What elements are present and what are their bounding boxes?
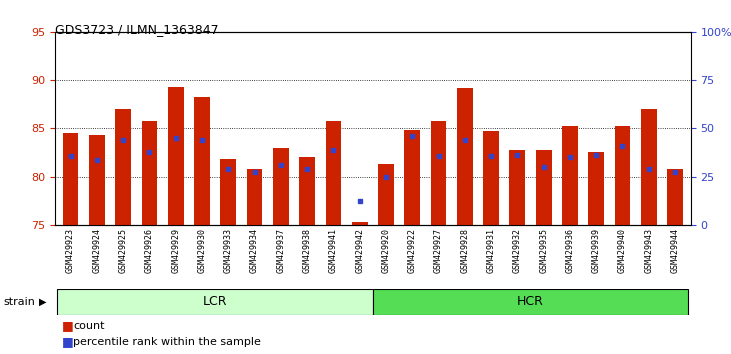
Text: GSM429926: GSM429926 — [145, 228, 154, 273]
Text: GSM429931: GSM429931 — [487, 228, 496, 273]
Bar — [510, 149, 526, 225]
Text: GSM429924: GSM429924 — [92, 228, 102, 273]
Text: percentile rank within the sample: percentile rank within the sample — [73, 337, 261, 347]
Text: GDS3723 / ILMN_1363847: GDS3723 / ILMN_1363847 — [55, 23, 219, 36]
Bar — [58, 289, 373, 315]
Text: HCR: HCR — [517, 295, 544, 308]
Text: ■: ■ — [62, 319, 74, 332]
Text: count: count — [73, 321, 105, 331]
Text: ▶: ▶ — [39, 297, 46, 307]
Text: GSM429933: GSM429933 — [224, 228, 232, 273]
Text: GSM429922: GSM429922 — [408, 228, 417, 273]
Bar — [641, 109, 656, 225]
Text: strain: strain — [4, 297, 36, 307]
Bar — [246, 169, 262, 225]
Bar — [373, 289, 688, 315]
Bar — [536, 149, 551, 225]
Text: LCR: LCR — [203, 295, 227, 308]
Text: GSM429929: GSM429929 — [171, 228, 181, 273]
Text: ■: ■ — [62, 335, 74, 348]
Bar — [457, 88, 473, 225]
Text: GSM429942: GSM429942 — [355, 228, 364, 273]
Bar — [63, 133, 78, 225]
Bar — [588, 153, 604, 225]
Bar — [352, 222, 368, 225]
Bar — [325, 121, 341, 225]
Text: GSM429938: GSM429938 — [303, 228, 311, 273]
Bar — [194, 97, 210, 225]
Text: GSM429923: GSM429923 — [66, 228, 75, 273]
Bar — [483, 131, 499, 225]
Text: GSM429939: GSM429939 — [591, 228, 601, 273]
Bar — [168, 87, 183, 225]
Bar — [142, 121, 157, 225]
Bar — [220, 159, 236, 225]
Text: GSM429940: GSM429940 — [618, 228, 627, 273]
Text: GSM429936: GSM429936 — [565, 228, 575, 273]
Bar — [115, 109, 131, 225]
Text: GSM429920: GSM429920 — [382, 228, 390, 273]
Text: GSM429937: GSM429937 — [276, 228, 285, 273]
Bar — [431, 121, 447, 225]
Bar — [404, 130, 420, 225]
Text: GSM429944: GSM429944 — [670, 228, 680, 273]
Text: GSM429932: GSM429932 — [513, 228, 522, 273]
Text: GSM429941: GSM429941 — [329, 228, 338, 273]
Bar — [667, 169, 683, 225]
Bar — [378, 164, 394, 225]
Text: GSM429934: GSM429934 — [250, 228, 259, 273]
Bar — [273, 148, 289, 225]
Bar — [299, 157, 315, 225]
Text: GSM429928: GSM429928 — [461, 228, 469, 273]
Text: GSM429925: GSM429925 — [118, 228, 128, 273]
Text: GSM429943: GSM429943 — [644, 228, 654, 273]
Bar — [89, 135, 105, 225]
Text: GSM429927: GSM429927 — [434, 228, 443, 273]
Text: GSM429935: GSM429935 — [539, 228, 548, 273]
Bar — [562, 126, 577, 225]
Text: GSM429930: GSM429930 — [197, 228, 206, 273]
Bar — [615, 126, 630, 225]
